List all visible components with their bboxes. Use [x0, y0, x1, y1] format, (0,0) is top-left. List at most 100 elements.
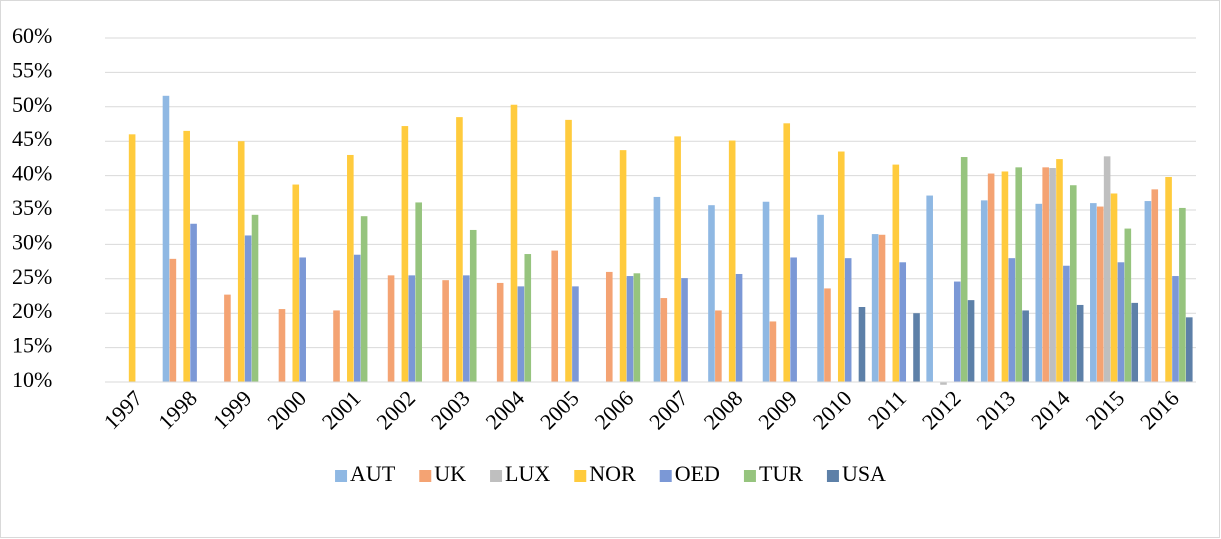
bar — [190, 223, 197, 382]
legend-label: AUT — [350, 461, 396, 486]
bar — [1144, 201, 1152, 382]
bar — [162, 95, 170, 383]
y-tick-label: 10% — [12, 367, 52, 392]
bar — [1008, 258, 1016, 382]
bar — [408, 275, 416, 382]
bar — [1015, 167, 1023, 382]
bar — [1172, 276, 1179, 382]
bar — [899, 262, 907, 382]
bar — [1035, 203, 1043, 382]
bar — [401, 126, 409, 383]
bar — [715, 310, 722, 382]
legend-label: UK — [434, 461, 466, 486]
bar — [1110, 193, 1118, 382]
bar — [551, 250, 559, 382]
bar — [237, 141, 245, 382]
legend-label: OED — [675, 461, 720, 486]
legend-swatch — [574, 470, 587, 482]
bar — [1179, 207, 1186, 382]
legend-label: NOR — [589, 461, 636, 486]
bar — [708, 205, 715, 382]
legend-swatch — [659, 470, 672, 482]
bar — [442, 280, 449, 382]
bar — [783, 123, 791, 382]
bar — [605, 271, 613, 382]
legend-swatch — [335, 470, 348, 482]
bar — [169, 258, 177, 382]
bar — [251, 214, 259, 382]
bar — [837, 151, 845, 382]
y-tick-label: 55% — [12, 57, 52, 82]
bar — [1069, 185, 1077, 382]
bar — [469, 229, 477, 382]
bar — [1076, 304, 1084, 382]
bar — [653, 196, 661, 382]
bar — [387, 275, 395, 382]
bar — [619, 150, 627, 382]
bar — [517, 286, 525, 382]
bar — [278, 309, 286, 382]
bar — [463, 275, 470, 382]
bar — [871, 234, 879, 382]
bar — [333, 310, 340, 382]
y-tick-label: 60% — [12, 23, 52, 48]
bar — [128, 134, 136, 382]
legend-label: TUR — [759, 461, 803, 486]
bar — [496, 282, 504, 382]
bar — [299, 257, 306, 382]
bar — [817, 214, 824, 382]
bar — [681, 278, 688, 382]
bar — [1022, 310, 1029, 382]
bar — [1096, 206, 1104, 382]
bar — [565, 119, 572, 382]
bar — [824, 288, 831, 382]
legend-label: USA — [842, 461, 886, 486]
bar — [1165, 176, 1172, 382]
bar — [926, 195, 933, 382]
bar — [626, 276, 634, 382]
bar — [1063, 265, 1070, 382]
bar — [1042, 167, 1049, 382]
bar — [1056, 159, 1063, 382]
bar — [892, 164, 900, 382]
bar — [735, 273, 743, 382]
legend-swatch — [826, 470, 839, 482]
y-tick-label: 45% — [12, 126, 52, 151]
y-tick-label: 30% — [12, 229, 52, 254]
bar — [456, 117, 463, 383]
legend-swatch — [490, 470, 503, 482]
bar — [360, 216, 368, 382]
bar — [728, 140, 736, 382]
bar — [858, 307, 866, 382]
bar — [1131, 302, 1139, 382]
bar — [524, 254, 532, 382]
bar — [244, 235, 252, 382]
bar — [1151, 189, 1159, 382]
bar — [987, 173, 995, 382]
bar — [769, 321, 777, 382]
bar — [1103, 156, 1111, 382]
bar — [1049, 168, 1056, 382]
y-tick-label: 50% — [12, 92, 52, 117]
bar — [183, 130, 190, 382]
legend-label: LUX — [505, 461, 550, 486]
bar — [790, 257, 797, 382]
legend-swatch — [743, 470, 756, 482]
legend-swatch — [419, 470, 432, 482]
bar — [913, 313, 920, 382]
bar — [292, 184, 300, 382]
bar — [1185, 317, 1193, 382]
bar — [224, 294, 231, 382]
bar — [572, 286, 579, 382]
bar — [967, 300, 975, 382]
bar — [1117, 262, 1125, 382]
y-tick-label: 40% — [12, 161, 52, 186]
bar — [960, 157, 968, 382]
bar — [1124, 228, 1132, 382]
bar — [762, 201, 770, 382]
bar — [878, 234, 886, 382]
y-tick-label: 20% — [12, 298, 52, 323]
bar — [980, 200, 988, 382]
bar — [674, 136, 681, 382]
